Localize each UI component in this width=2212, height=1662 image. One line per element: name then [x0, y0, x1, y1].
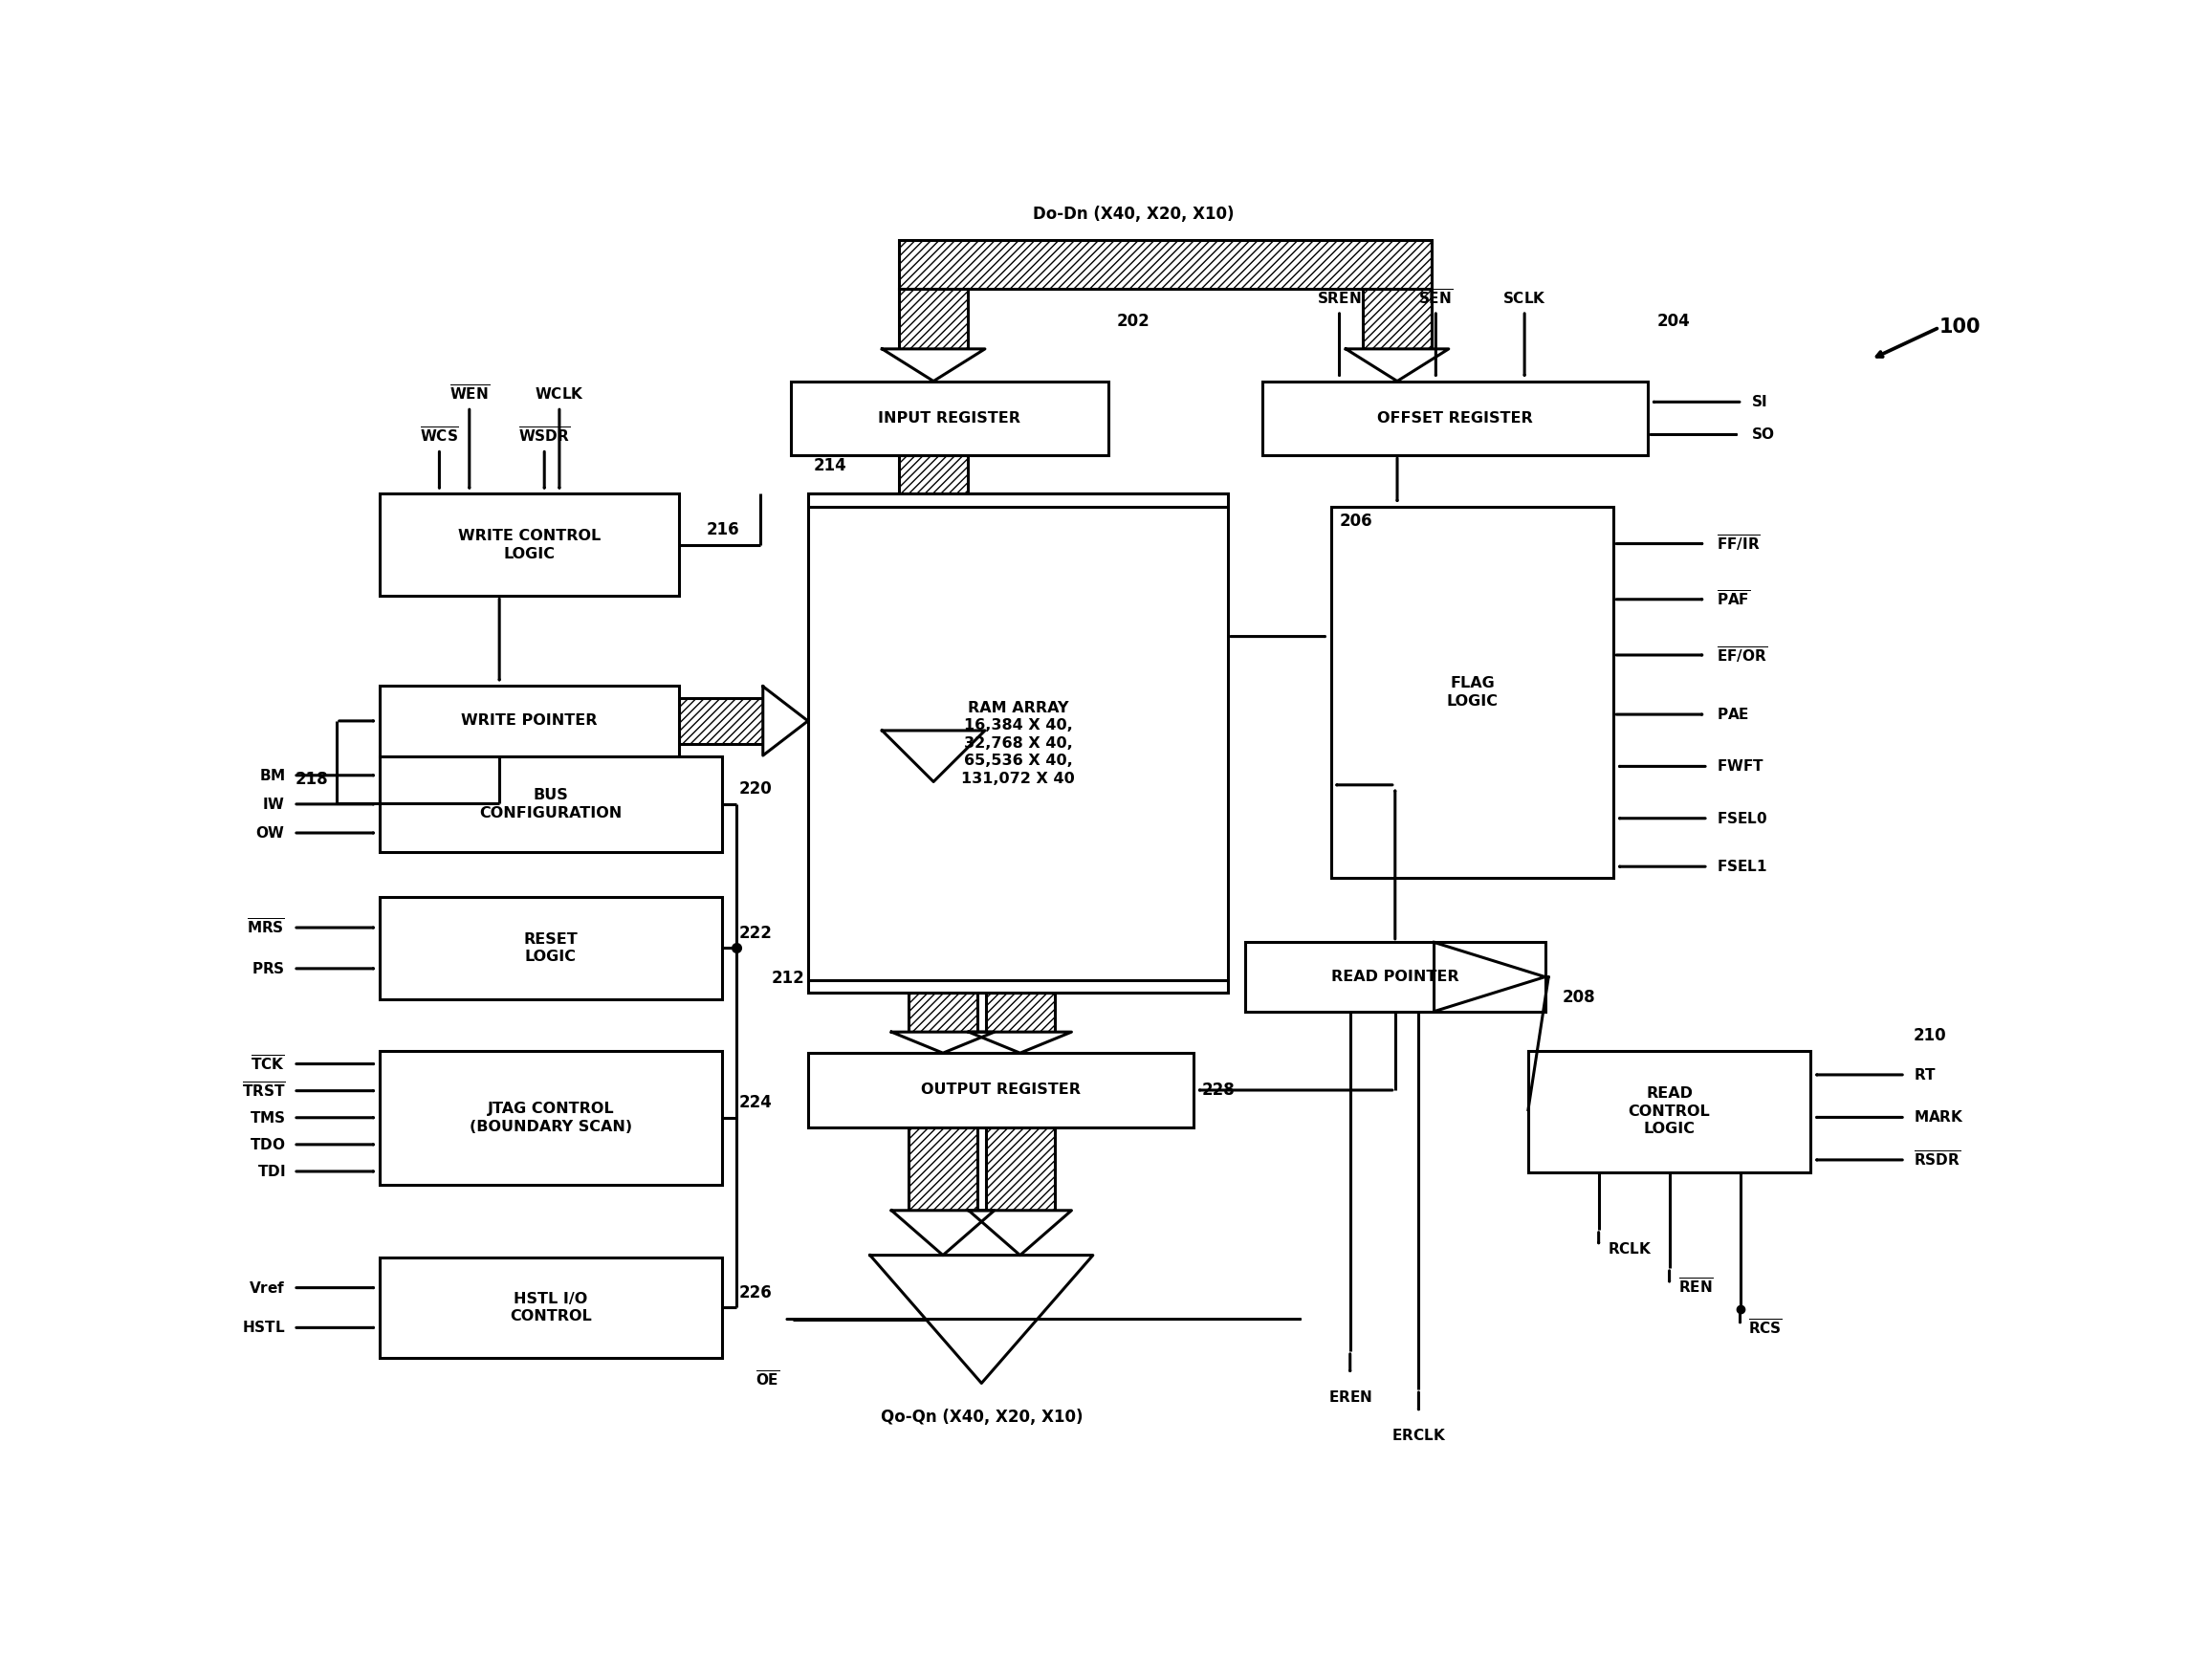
- Polygon shape: [763, 686, 807, 756]
- Text: $\overline{\mathbf{TCK}}$: $\overline{\mathbf{TCK}}$: [250, 1054, 285, 1074]
- Text: $\overline{\mathbf{PAF}}$: $\overline{\mathbf{PAF}}$: [1717, 590, 1750, 608]
- Text: $\mathbf{WCLK}$: $\mathbf{WCLK}$: [535, 386, 584, 402]
- Text: $\mathbf{SCLK}$: $\mathbf{SCLK}$: [1502, 291, 1546, 306]
- FancyBboxPatch shape: [807, 1054, 1194, 1127]
- Text: HSTL I/O
CONTROL: HSTL I/O CONTROL: [509, 1291, 593, 1323]
- Text: $\overline{\mathbf{SREN}}$: $\overline{\mathbf{SREN}}$: [1316, 288, 1363, 307]
- FancyBboxPatch shape: [792, 381, 1108, 455]
- Text: BUS
CONFIGURATION: BUS CONFIGURATION: [480, 788, 622, 819]
- FancyBboxPatch shape: [1332, 507, 1615, 878]
- FancyBboxPatch shape: [380, 1258, 721, 1358]
- Bar: [900, 455, 969, 731]
- FancyBboxPatch shape: [380, 756, 721, 853]
- Text: 216: 216: [706, 522, 739, 538]
- Text: WRITE POINTER: WRITE POINTER: [462, 713, 597, 728]
- Text: $\mathbf{PRS}$: $\mathbf{PRS}$: [252, 961, 285, 976]
- Polygon shape: [883, 731, 984, 781]
- FancyBboxPatch shape: [380, 686, 679, 756]
- Text: 208: 208: [1562, 989, 1595, 1006]
- Polygon shape: [869, 1255, 1093, 1383]
- Bar: [909, 992, 978, 1032]
- Text: $\overline{\mathbf{SEN}}$: $\overline{\mathbf{SEN}}$: [1418, 288, 1453, 307]
- Polygon shape: [883, 349, 984, 381]
- Text: $\mathbf{PAE}$: $\mathbf{PAE}$: [1717, 706, 1750, 721]
- Text: $\mathbf{MARK}$: $\mathbf{MARK}$: [1913, 1110, 1964, 1125]
- Text: 210: 210: [1913, 1027, 1947, 1044]
- Text: $\mathbf{TMS}$: $\mathbf{TMS}$: [250, 1110, 285, 1125]
- Text: 214: 214: [814, 457, 847, 475]
- Text: $\mathbf{HSTL}$: $\mathbf{HSTL}$: [241, 1320, 285, 1335]
- Text: 206: 206: [1340, 514, 1371, 530]
- Text: FLAG
LOGIC: FLAG LOGIC: [1447, 676, 1498, 708]
- Bar: [900, 241, 1431, 289]
- Text: Do-Dn (X40, X20, X10): Do-Dn (X40, X20, X10): [1033, 206, 1234, 223]
- FancyBboxPatch shape: [1245, 942, 1544, 1012]
- Polygon shape: [1433, 942, 1544, 1012]
- Text: $\overline{\mathbf{OE}}$: $\overline{\mathbf{OE}}$: [754, 1371, 779, 1389]
- Text: $\mathbf{OW}$: $\mathbf{OW}$: [254, 826, 285, 841]
- Text: 100: 100: [1940, 317, 1982, 337]
- Text: $\overline{\mathbf{WSDR}}$: $\overline{\mathbf{WSDR}}$: [518, 427, 571, 445]
- Text: $\overline{\mathbf{FF/IR}}$: $\overline{\mathbf{FF/IR}}$: [1717, 534, 1761, 553]
- Bar: [987, 1127, 1055, 1210]
- Text: $\overline{\mathbf{RCS}}$: $\overline{\mathbf{RCS}}$: [1750, 1318, 1783, 1338]
- Polygon shape: [1345, 349, 1449, 381]
- Text: 226: 226: [739, 1285, 772, 1301]
- Text: $\mathbf{IW}$: $\mathbf{IW}$: [261, 796, 285, 811]
- Bar: [909, 1127, 978, 1210]
- FancyBboxPatch shape: [1528, 1050, 1812, 1172]
- Polygon shape: [891, 1032, 995, 1054]
- Text: $\mathbf{EREN}$: $\mathbf{EREN}$: [1327, 1389, 1371, 1404]
- Text: Qo-Qn (X40, X20, X10): Qo-Qn (X40, X20, X10): [880, 1409, 1082, 1426]
- Text: 204: 204: [1657, 312, 1690, 331]
- Text: RESET
LOGIC: RESET LOGIC: [524, 932, 577, 964]
- FancyBboxPatch shape: [380, 897, 721, 999]
- Text: INPUT REGISTER: INPUT REGISTER: [878, 411, 1020, 425]
- Text: OFFSET REGISTER: OFFSET REGISTER: [1378, 411, 1533, 425]
- Text: $\mathbf{ERCLK}$: $\mathbf{ERCLK}$: [1391, 1428, 1447, 1443]
- Text: 224: 224: [739, 1094, 772, 1112]
- Polygon shape: [969, 1032, 1071, 1054]
- Text: $\mathbf{SO}$: $\mathbf{SO}$: [1752, 427, 1774, 442]
- FancyBboxPatch shape: [380, 1050, 721, 1185]
- Text: $\mathbf{RCLK}$: $\mathbf{RCLK}$: [1608, 1242, 1652, 1256]
- Text: $\mathbf{FWFT}$: $\mathbf{FWFT}$: [1717, 760, 1765, 774]
- Text: 212: 212: [772, 969, 805, 987]
- Text: READ POINTER: READ POINTER: [1332, 969, 1460, 984]
- FancyBboxPatch shape: [1263, 381, 1648, 455]
- Text: $\overline{\mathbf{RSDR}}$: $\overline{\mathbf{RSDR}}$: [1913, 1150, 1960, 1170]
- Bar: [1363, 289, 1431, 349]
- Text: RAM ARRAY
16,384 X 40,
32,768 X 40,
65,536 X 40,
131,072 X 40: RAM ARRAY 16,384 X 40, 32,768 X 40, 65,5…: [962, 701, 1075, 786]
- Text: READ
CONTROL
LOGIC: READ CONTROL LOGIC: [1628, 1087, 1710, 1137]
- Polygon shape: [969, 1210, 1071, 1255]
- Text: $\overline{\mathbf{TRST}}$: $\overline{\mathbf{TRST}}$: [241, 1082, 285, 1100]
- Text: $\mathbf{RT}$: $\mathbf{RT}$: [1913, 1067, 1938, 1082]
- Text: 222: 222: [739, 924, 772, 942]
- Text: JTAG CONTROL
(BOUNDARY SCAN): JTAG CONTROL (BOUNDARY SCAN): [469, 1102, 633, 1133]
- Text: WRITE CONTROL
LOGIC: WRITE CONTROL LOGIC: [458, 529, 602, 562]
- Text: 218: 218: [294, 771, 327, 788]
- Text: $\overline{\mathbf{WCS}}$: $\overline{\mathbf{WCS}}$: [420, 427, 458, 445]
- Text: $\overline{\mathbf{WEN}}$: $\overline{\mathbf{WEN}}$: [449, 384, 489, 404]
- Text: $\mathbf{Vref}$: $\mathbf{Vref}$: [248, 1280, 285, 1295]
- Text: $\mathbf{SI}$: $\mathbf{SI}$: [1752, 394, 1767, 409]
- Polygon shape: [891, 1210, 995, 1255]
- Text: $\mathbf{TDI}$: $\mathbf{TDI}$: [257, 1163, 285, 1178]
- Bar: [679, 698, 763, 745]
- Text: $\overline{\mathbf{EF/OR}}$: $\overline{\mathbf{EF/OR}}$: [1717, 645, 1767, 665]
- Text: $\overline{\mathbf{MRS}}$: $\overline{\mathbf{MRS}}$: [248, 917, 285, 937]
- FancyBboxPatch shape: [380, 494, 679, 597]
- Text: 202: 202: [1117, 312, 1150, 331]
- Text: $\overline{\mathbf{REN}}$: $\overline{\mathbf{REN}}$: [1679, 1278, 1714, 1296]
- Text: OUTPUT REGISTER: OUTPUT REGISTER: [920, 1084, 1082, 1097]
- Text: 228: 228: [1203, 1082, 1237, 1099]
- Bar: [987, 992, 1055, 1032]
- Text: $\mathbf{FSEL0}$: $\mathbf{FSEL0}$: [1717, 811, 1767, 826]
- Bar: [900, 289, 969, 349]
- Text: $\mathbf{TDO}$: $\mathbf{TDO}$: [250, 1137, 285, 1152]
- Text: $\mathbf{BM}$: $\mathbf{BM}$: [259, 768, 285, 783]
- Text: $\mathbf{FSEL1}$: $\mathbf{FSEL1}$: [1717, 859, 1767, 874]
- Text: 220: 220: [739, 781, 772, 798]
- FancyBboxPatch shape: [807, 494, 1228, 992]
